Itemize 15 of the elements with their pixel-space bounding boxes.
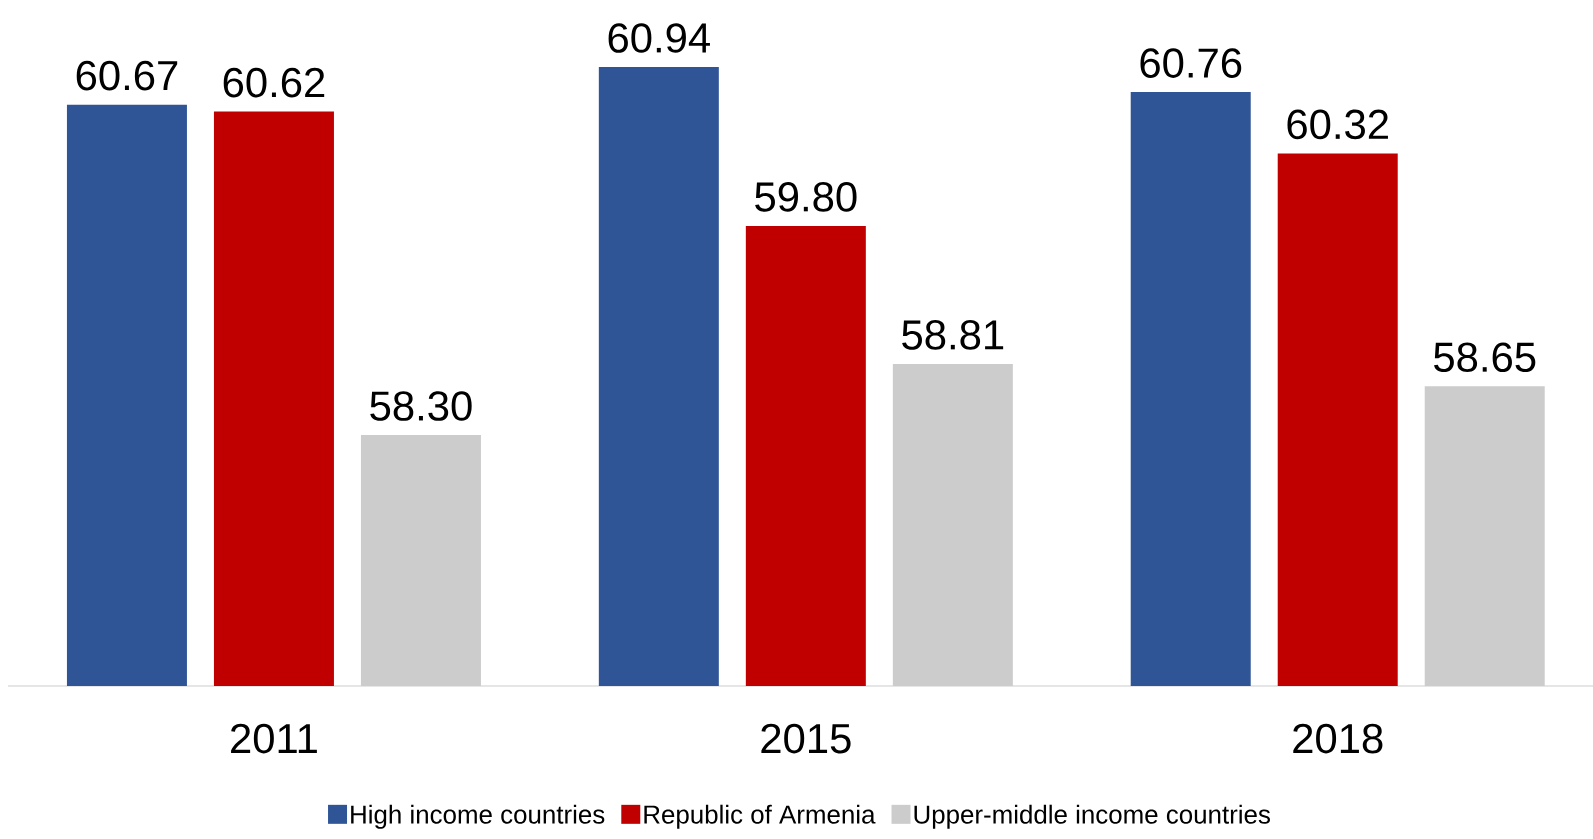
data-label: 59.80 <box>755 182 857 212</box>
x-tick-label: 2018 <box>1293 723 1383 754</box>
x-tick-label: 2011 <box>231 723 317 754</box>
data-label: 60.94 <box>608 23 710 53</box>
data-label: 60.32 <box>1287 109 1388 140</box>
data-label: 58.30 <box>370 391 472 421</box>
data-label: 60.67 <box>76 60 178 91</box>
data-label: 60.62 <box>223 67 325 98</box>
legend-label: Republic of Armenia <box>644 804 876 829</box>
legend-label: High income countries <box>351 804 605 829</box>
data-label: 58.65 <box>1434 342 1536 373</box>
legend-label: Upper-middle income countries <box>914 804 1270 829</box>
data-label: 60.76 <box>1140 48 1242 78</box>
x-tick-label: 2015 <box>761 723 851 754</box>
data-label: 58.81 <box>902 320 1004 350</box>
